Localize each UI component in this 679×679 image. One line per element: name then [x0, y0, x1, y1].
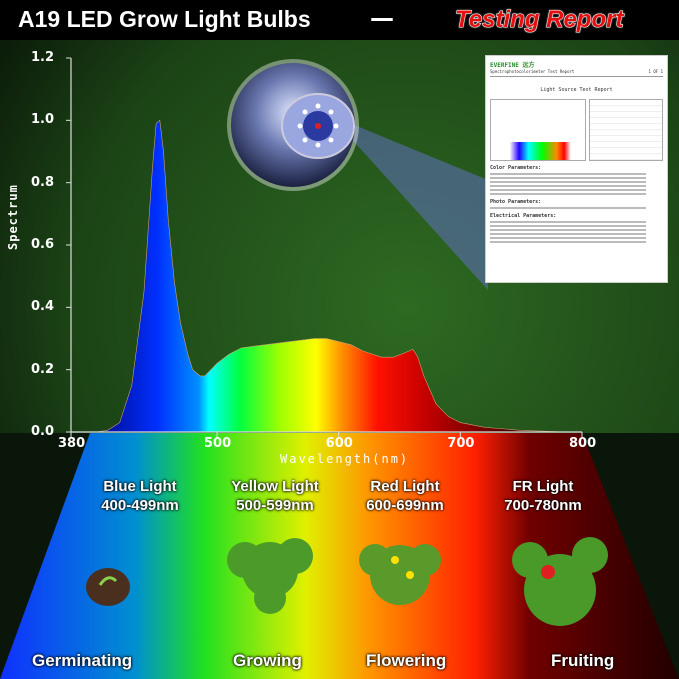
- title-separator: —: [370, 4, 394, 32]
- plant-germinating: [86, 568, 130, 606]
- y-tick-label: 1.2: [31, 50, 55, 65]
- x-axis-label: Wavelength(nm): [280, 452, 410, 466]
- band-fr: FR Light 700-780nm: [488, 477, 598, 515]
- report-section: Photo Parameters:: [490, 199, 542, 205]
- band-name: Red Light: [370, 478, 440, 495]
- plant-fruiting: [512, 537, 608, 626]
- band-name: FR Light: [512, 478, 574, 495]
- testing-report-label: Testing Report: [454, 6, 624, 34]
- x-tick-label: 500: [204, 436, 232, 451]
- x-tick-label: 600: [325, 436, 353, 451]
- spectrum-area: [95, 119, 583, 433]
- band-range: 500-599nm: [236, 497, 314, 514]
- led-chips: [297, 103, 339, 148]
- report-header: Spectrophotocolorimeter Test Report: [490, 69, 575, 74]
- stage-growing: Growing: [233, 651, 302, 670]
- report-section: Electrical Parameters:: [490, 213, 557, 219]
- plant-flowering: [359, 544, 441, 605]
- band-name: Blue Light: [103, 478, 177, 495]
- report-section: Color Parameters:: [490, 165, 542, 171]
- band-name: Yellow Light: [231, 478, 319, 495]
- stage-fruiting: Fruiting: [551, 651, 615, 670]
- band-blue: Blue Light 400-499nm: [85, 477, 195, 515]
- band-range: 400-499nm: [101, 497, 179, 514]
- band-range: 700-780nm: [504, 497, 582, 514]
- test-report-document: EVERFINE 远方 Spectrophotocolorimeter Test…: [485, 55, 668, 283]
- light-beam-bands: [0, 433, 679, 679]
- callout-beam: [330, 115, 488, 290]
- y-tick-label: 0.0: [31, 424, 55, 439]
- band-yellow: Yellow Light 500-599nm: [220, 477, 330, 515]
- report-title: Light Source Test Report: [540, 87, 613, 93]
- x-tick-label: 700: [447, 436, 475, 451]
- report-page: 1 OF 1: [648, 69, 663, 74]
- y-axis-label: Spectrum: [6, 184, 20, 250]
- x-tick-label: 800: [569, 436, 597, 451]
- plant-growing: [227, 538, 313, 614]
- y-tick-label: 0.6: [31, 237, 55, 252]
- band-range: 600-699nm: [366, 497, 444, 514]
- stage-germinating: Germinating: [32, 651, 133, 670]
- report-charts: [490, 99, 663, 161]
- band-red: Red Light 600-699nm: [350, 477, 460, 515]
- report-brand: EVERFINE 远方: [490, 62, 535, 69]
- page-title: A19 LED Grow Light Bulbs: [18, 6, 311, 32]
- y-tick-label: 0.8: [31, 174, 55, 190]
- stage-flowering: Flowering: [366, 651, 447, 670]
- y-tick-label: 1.0: [31, 112, 55, 128]
- x-tick-label: 380: [58, 436, 86, 451]
- y-tick-label: 0.2: [31, 361, 55, 377]
- y-tick-label: 0.4: [31, 299, 55, 315]
